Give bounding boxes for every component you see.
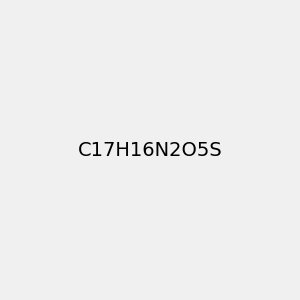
- Text: C17H16N2O5S: C17H16N2O5S: [78, 140, 222, 160]
